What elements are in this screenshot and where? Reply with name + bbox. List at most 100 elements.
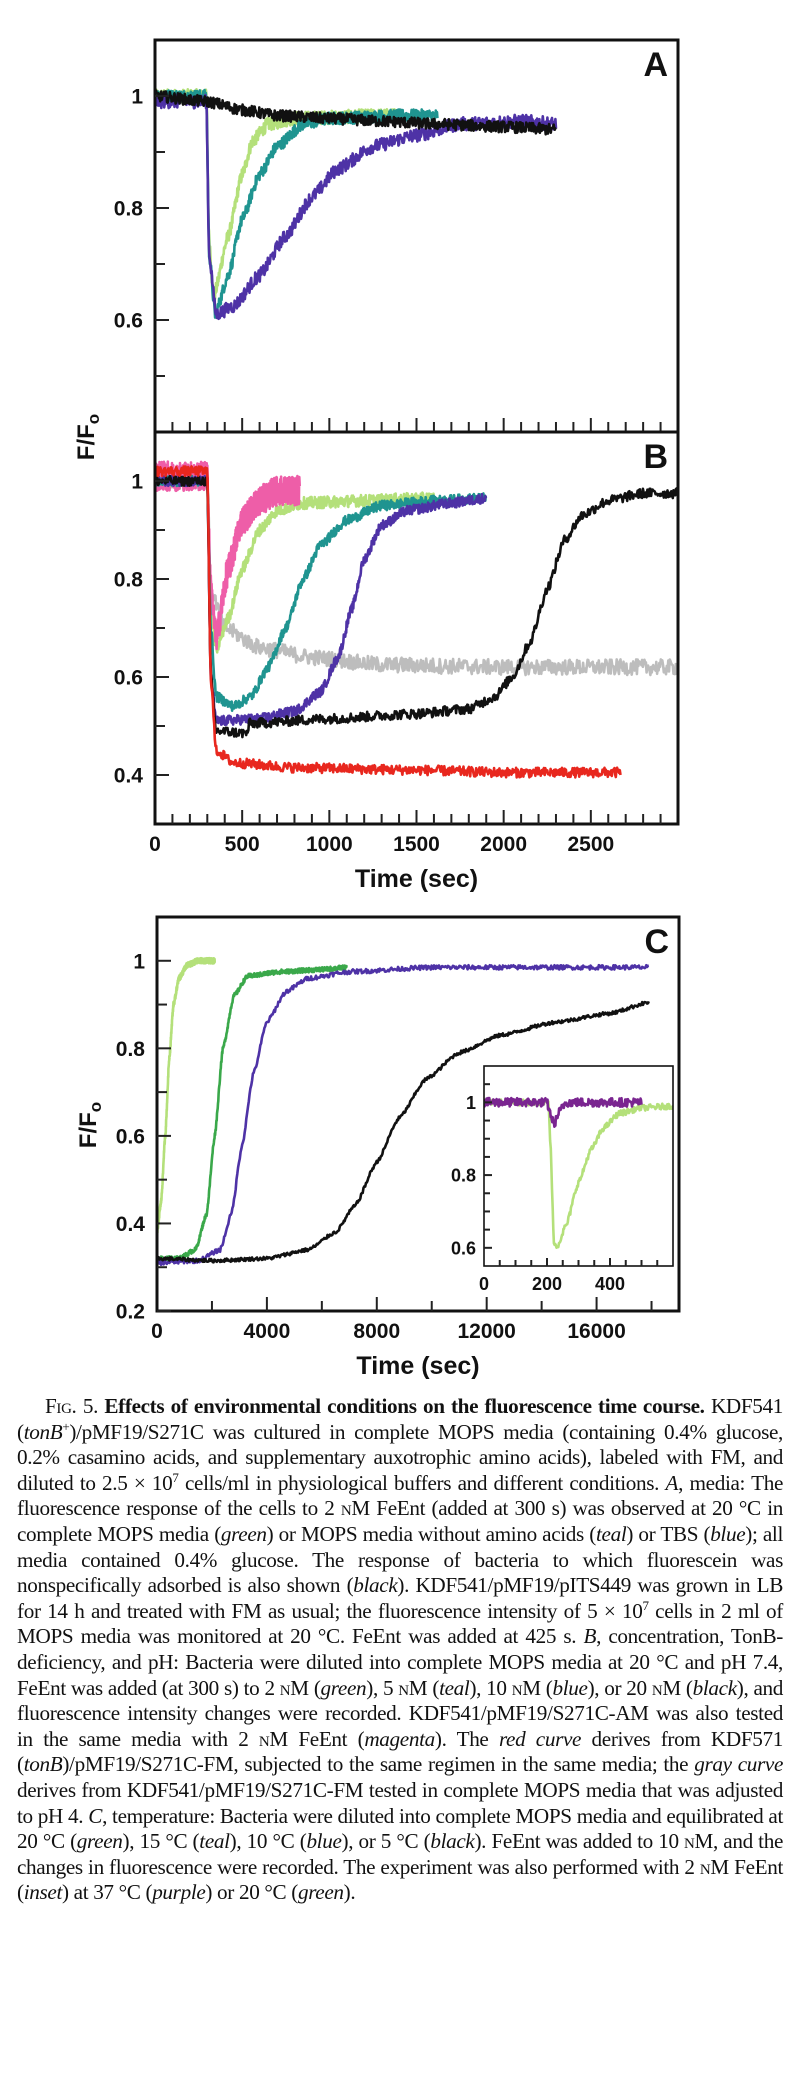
caption-segment: + (62, 1418, 70, 1434)
caption-segment: black (430, 1829, 475, 1854)
caption-segment: nM (340, 1496, 370, 1521)
series-line-5-nm-teal- (155, 474, 488, 712)
series-group (155, 460, 678, 779)
series-line-20-nm-black- (155, 474, 678, 739)
x-tick-label: 0 (151, 1320, 163, 1343)
x-tick-label: 16000 (567, 1320, 625, 1343)
caption-title: Effects of environmental conditions on t… (104, 1394, 705, 1418)
caption-segment: FeEnt ( (17, 1854, 783, 1905)
caption-segment: blue (552, 1675, 588, 1700)
y-tick-label: 1 (131, 86, 143, 109)
series-line-nonspecifically-adsorbed-fluorescein-black- (155, 89, 557, 136)
caption-segment: ); all media contained 0.4% glucose. The… (17, 1521, 783, 1598)
caption-segment: )/pMF19/S271C-FM, subjected to the same … (62, 1752, 695, 1777)
caption-segment: 7 (642, 1597, 649, 1613)
series-line-10-nm-blue- (155, 474, 488, 727)
caption-segment: tonB (23, 1419, 63, 1444)
x-tick-label: 1000 (306, 833, 353, 856)
caption-segment: blue (710, 1521, 746, 1546)
caption-segment: nM (699, 1854, 729, 1879)
y-label-f: F/F (73, 424, 100, 460)
caption-segment: )/pMF19/S271C was cultured in complete M… (17, 1419, 783, 1495)
x-tick-label: 200 (532, 1274, 562, 1294)
caption-segment: teal (596, 1521, 627, 1546)
figure-label: Fig. 5. (45, 1394, 99, 1418)
inset-background (484, 1066, 673, 1266)
y-axis-label-c: F/Fo (75, 1102, 105, 1148)
caption-segment: gray curve (694, 1752, 783, 1777)
caption-segment: purple (152, 1880, 206, 1905)
y-tick-label: 0.6 (114, 310, 143, 333)
caption-segment: nM (684, 1829, 714, 1854)
caption-segment: C (88, 1803, 103, 1828)
series-line-10-c-blue- (157, 963, 650, 1267)
y-tick-label: 0.2 (116, 1301, 145, 1324)
y-tick-label: 0.8 (451, 1166, 476, 1186)
caption-segment: nM (398, 1675, 428, 1700)
y-tick-label: 0.8 (114, 198, 144, 221)
x-tick-label: 0 (479, 1274, 489, 1294)
caption-segment: nM (511, 1675, 541, 1700)
series-line-15-c-teal- (157, 964, 348, 1262)
caption-segment: ), 10 °C ( (229, 1829, 307, 1854)
caption-segment: KDF541 ( (17, 1394, 784, 1444)
caption-segment: tonB (23, 1752, 63, 1777)
caption-segment: ), 5 (366, 1675, 399, 1700)
caption-segment: ) or TBS ( (626, 1521, 711, 1546)
x-tick-label: 0 (149, 833, 161, 856)
x-tick-label: 500 (225, 833, 260, 856)
panel-a: 1 0.8 0.6 A (114, 38, 680, 434)
caption-segment: ) at 37 °C ( (62, 1880, 153, 1905)
caption-segment: nM (279, 1675, 309, 1700)
panel-letter: B (643, 438, 668, 476)
caption-segment: , concentration, TonB-deficiency, and pH… (17, 1624, 784, 1700)
x-tick-label: 4000 (244, 1320, 291, 1343)
y-tick-label: 0.6 (114, 667, 143, 690)
caption-segment: ), or 5 °C ( (341, 1829, 431, 1854)
x-tick-label: 400 (595, 1274, 625, 1294)
caption-segment: A (665, 1470, 679, 1495)
panel-letter: C (644, 923, 669, 961)
caption-segment: ( (308, 1675, 321, 1700)
caption-segment: 7 (172, 1469, 179, 1485)
caption-segment: ). KDF541/pMF19/pITS449 was grown in LB … (17, 1573, 783, 1623)
caption-segment: cells in 2 ml of MOPS media was monitore… (17, 1598, 783, 1649)
caption-segment: red curve (498, 1726, 582, 1751)
caption-segment: derives from KDF541/pMF19/S271C-FM teste… (17, 1777, 783, 1828)
y-tick-label: 1 (133, 950, 145, 973)
series-group (157, 956, 650, 1267)
caption-segment: ( (427, 1675, 440, 1700)
plot-frame (155, 915, 681, 1313)
caption-segment: FeEnt (added at 300 s) was observed at 2… (17, 1496, 783, 1546)
caption-segment: ). FeEnt was added to 10 (474, 1829, 685, 1854)
figure-5: 10.80.6A 10.80.60.40 500 1000 1500 2000 2500B… (73, 38, 681, 1380)
series-group (484, 1096, 673, 1249)
panel-b: 1 0.8 0.6 0.4 0 500 1000 1500 2000 2500 B Time (sec… (114, 430, 680, 893)
y-tick-label: 0.6 (116, 1125, 145, 1148)
x-tick-label: 2500 (567, 833, 614, 856)
caption-segment: ). The (434, 1726, 499, 1751)
y-tick-label: 0.4 (116, 1213, 146, 1236)
caption-segment: derives from KDF571 ( (17, 1726, 783, 1777)
y-tick-label: 0.6 (451, 1238, 476, 1258)
y-tick-label: 1 (131, 471, 143, 494)
series-line-ph-4-gray- (155, 472, 678, 677)
caption-segment: ), or 20 (587, 1675, 652, 1700)
plot-frame (153, 38, 680, 434)
caption-segment: green (297, 1880, 344, 1905)
caption-segment: ). (343, 1880, 356, 1905)
caption-segment: green (220, 1521, 267, 1546)
caption-body: KDF541 (tonB+)/pMF19/S271C was cultured … (17, 1394, 783, 1904)
caption-segment: cells/ml in physiological buffers and di… (178, 1470, 666, 1495)
caption-segment: blue (306, 1829, 342, 1854)
series-group (155, 88, 558, 321)
series-line-20-c-green- (157, 956, 216, 1234)
caption-segment: ) or MOPS media without amino acids ( (266, 1521, 597, 1546)
x-tick-label: 12000 (457, 1320, 515, 1343)
caption-segment: ( (680, 1675, 693, 1700)
caption-segment: teal (199, 1829, 230, 1854)
x-axis-label: Time (sec) (355, 865, 478, 893)
caption-segment: ), and fluorescence intensity changes we… (17, 1675, 784, 1751)
caption-segment: magenta (364, 1726, 435, 1751)
